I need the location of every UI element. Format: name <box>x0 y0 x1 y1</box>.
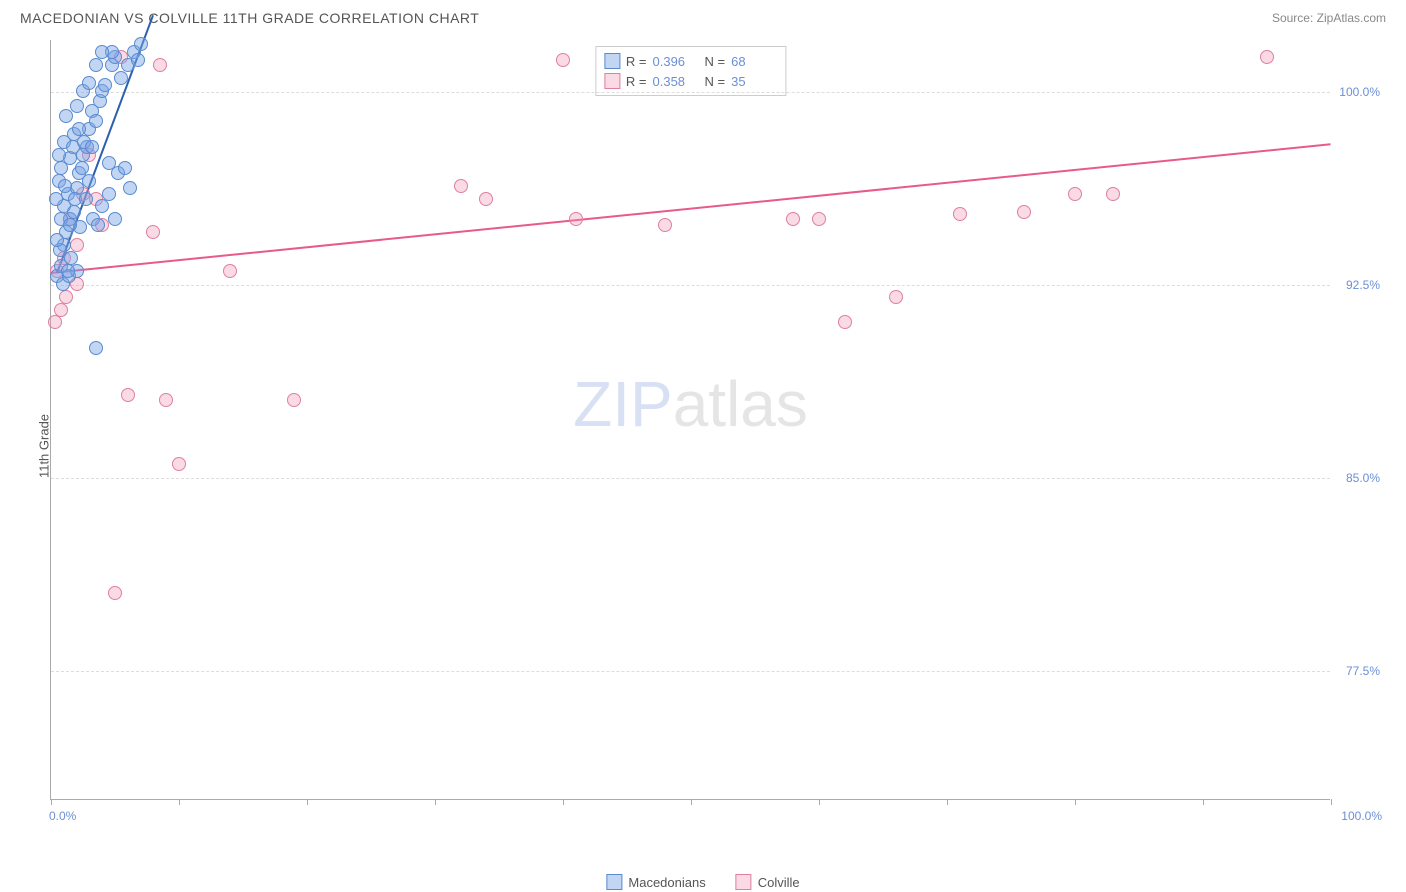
scatter-point-series2 <box>658 218 672 232</box>
scatter-point-series1 <box>61 264 75 278</box>
chart-container: ZIPatlas R = 0.396 N = 68 R = 0.358 N = … <box>50 40 1386 820</box>
scatter-point-series1 <box>89 114 103 128</box>
x-tick <box>435 799 436 805</box>
x-tick <box>1075 799 1076 805</box>
scatter-point-series1 <box>95 199 109 213</box>
scatter-point-series1 <box>52 148 66 162</box>
plot-area: ZIPatlas R = 0.396 N = 68 R = 0.358 N = … <box>50 40 1330 800</box>
scatter-point-series2 <box>953 207 967 221</box>
scatter-point-series1 <box>72 122 86 136</box>
scatter-point-series2 <box>1017 205 1031 219</box>
trend-line <box>51 143 1331 274</box>
x-tick <box>179 799 180 805</box>
scatter-point-series1 <box>79 192 93 206</box>
scatter-point-series1 <box>108 212 122 226</box>
x-tick <box>1203 799 1204 805</box>
scatter-point-series2 <box>48 315 62 329</box>
x-tick <box>51 799 52 805</box>
source-label: Source: ZipAtlas.com <box>1272 11 1386 25</box>
legend-item-series1: Macedonians <box>606 874 705 890</box>
scatter-point-series2 <box>454 179 468 193</box>
scatter-point-series2 <box>146 225 160 239</box>
scatter-point-series2 <box>159 393 173 407</box>
scatter-point-series1 <box>95 45 109 59</box>
scatter-point-series1 <box>89 341 103 355</box>
scatter-point-series1 <box>70 99 84 113</box>
stat-row-series1: R = 0.396 N = 68 <box>604 51 777 71</box>
scatter-point-series1 <box>64 251 78 265</box>
legend: Macedonians Colville <box>606 874 799 890</box>
r-value-series2: 0.358 <box>653 74 699 89</box>
y-tick-label: 77.5% <box>1334 664 1380 678</box>
scatter-point-series1 <box>102 156 116 170</box>
scatter-point-series2 <box>153 58 167 72</box>
scatter-point-series1 <box>114 71 128 85</box>
legend-label-series1: Macedonians <box>628 875 705 890</box>
scatter-point-series2 <box>1068 187 1082 201</box>
legend-swatch-series1 <box>606 874 622 890</box>
scatter-point-series2 <box>812 212 826 226</box>
scatter-point-series1 <box>50 233 64 247</box>
scatter-point-series2 <box>223 264 237 278</box>
scatter-point-series1 <box>118 161 132 175</box>
y-tick-label: 100.0% <box>1334 85 1380 99</box>
scatter-point-series2 <box>108 586 122 600</box>
scatter-point-series1 <box>49 192 63 206</box>
gridline <box>51 671 1330 672</box>
gridline <box>51 285 1330 286</box>
legend-item-series2: Colville <box>736 874 800 890</box>
scatter-point-series1 <box>91 218 105 232</box>
n-value-series1: 68 <box>731 54 777 69</box>
gridline <box>51 478 1330 479</box>
scatter-point-series1 <box>58 179 72 193</box>
r-value-series1: 0.396 <box>653 54 699 69</box>
x-axis-min-label: 0.0% <box>49 809 76 823</box>
watermark: ZIPatlas <box>573 367 808 441</box>
scatter-point-series1 <box>85 140 99 154</box>
scatter-point-series1 <box>82 76 96 90</box>
scatter-point-series2 <box>59 290 73 304</box>
correlation-stats-box: R = 0.396 N = 68 R = 0.358 N = 35 <box>595 46 786 96</box>
scatter-point-series1 <box>63 218 77 232</box>
gridline <box>51 92 1330 93</box>
scatter-point-series1 <box>98 78 112 92</box>
scatter-point-series2 <box>1106 187 1120 201</box>
legend-swatch-series2 <box>736 874 752 890</box>
x-tick <box>819 799 820 805</box>
scatter-point-series1 <box>75 161 89 175</box>
scatter-point-series2 <box>556 53 570 67</box>
x-tick <box>1331 799 1332 805</box>
scatter-point-series2 <box>569 212 583 226</box>
scatter-point-series2 <box>172 457 186 471</box>
scatter-point-series1 <box>82 174 96 188</box>
y-tick-label: 85.0% <box>1334 471 1380 485</box>
scatter-point-series2 <box>121 388 135 402</box>
scatter-point-series2 <box>838 315 852 329</box>
scatter-point-series2 <box>479 192 493 206</box>
swatch-series2 <box>604 73 620 89</box>
x-axis-max-label: 100.0% <box>1341 809 1382 823</box>
scatter-point-series2 <box>1260 50 1274 64</box>
chart-title: MACEDONIAN VS COLVILLE 11TH GRADE CORREL… <box>20 10 479 26</box>
scatter-point-series1 <box>102 187 116 201</box>
scatter-point-series2 <box>287 393 301 407</box>
x-tick <box>307 799 308 805</box>
x-tick <box>947 799 948 805</box>
scatter-point-series1 <box>123 181 137 195</box>
x-tick <box>691 799 692 805</box>
scatter-point-series1 <box>89 58 103 72</box>
scatter-point-series1 <box>131 53 145 67</box>
y-tick-label: 92.5% <box>1334 278 1380 292</box>
scatter-point-series2 <box>889 290 903 304</box>
n-value-series2: 35 <box>731 74 777 89</box>
scatter-point-series2 <box>54 303 68 317</box>
swatch-series1 <box>604 53 620 69</box>
legend-label-series2: Colville <box>758 875 800 890</box>
scatter-point-series2 <box>786 212 800 226</box>
x-tick <box>563 799 564 805</box>
stat-row-series2: R = 0.358 N = 35 <box>604 71 777 91</box>
scatter-point-series1 <box>134 37 148 51</box>
